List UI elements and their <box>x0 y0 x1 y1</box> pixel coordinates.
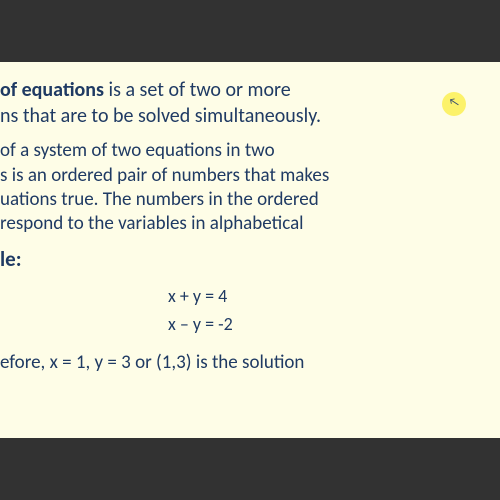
equation-1: x + y = 4 <box>0 285 484 307</box>
para1-rest1: is a set of two or more <box>104 78 291 102</box>
example-label: le: <box>0 246 484 273</box>
solution-line: efore, x = 1, y = 3 or (1,3) is the solu… <box>0 351 484 375</box>
slide-container: of equations is a set of two or more ns … <box>0 62 500 438</box>
para2-l2: s is an ordered pair of numbers that mak… <box>0 164 329 187</box>
para1-line2: ns that are to be solved simultaneously. <box>0 104 321 128</box>
para2-l1: of a system of two equations in two <box>0 139 275 162</box>
example-label-text: le: <box>0 246 22 272</box>
equation-2: x – y = -2 <box>0 313 484 335</box>
definition-para-2: of a system of two equations in two s is… <box>0 139 484 236</box>
slide-content: of equations is a set of two or more ns … <box>0 62 500 438</box>
para2-l3: uations true. The numbers in the ordered <box>0 188 319 211</box>
para2-l4: respond to the variables in alphabetical <box>0 212 304 235</box>
definition-para-1: of equations is a set of two or more ns … <box>0 78 484 129</box>
equation-block: x + y = 4 x – y = -2 <box>0 285 484 335</box>
highlight-dot <box>442 92 466 116</box>
bold-term: of equations <box>0 78 104 102</box>
